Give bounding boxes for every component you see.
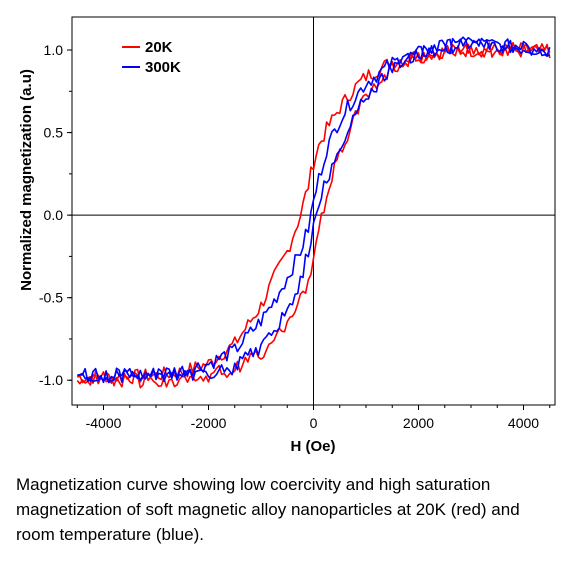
magnetization-chart: -4000 -2000 0 2000 4000 -1.0 -0.5 0.0 0.5 1.0 20… <box>18 16 556 455</box>
series-300k-branch-descending <box>77 36 551 384</box>
x-tick-label: -2000 <box>191 415 227 431</box>
y-tick-label: -1.0 <box>39 372 63 388</box>
y-axis-label: Normalized magnetization (a.u) <box>18 69 35 291</box>
y-tick-label: 0.5 <box>44 125 64 141</box>
legend-label-20k: 20K <box>145 39 173 56</box>
series-300k-branch-ascending <box>77 36 551 383</box>
y-tick-label: 0.0 <box>44 207 64 223</box>
x-tick-label: -4000 <box>86 415 122 431</box>
x-tick-label: 4000 <box>508 415 539 431</box>
zero-axis-lines <box>72 17 555 405</box>
x-tick-label: 2000 <box>403 415 434 431</box>
y-tick-label: 1.0 <box>44 42 64 58</box>
x-axis-ticks: -4000 -2000 0 2000 4000 <box>76 405 551 431</box>
figure-caption: Magnetization curve showing low coercivi… <box>16 475 520 544</box>
legend: 20K 300K <box>122 39 181 76</box>
series-20k-branch-ascending <box>76 42 551 385</box>
series-layer <box>76 36 551 389</box>
x-tick-label: 0 <box>310 415 318 431</box>
x-axis-label: H (Oe) <box>291 438 336 455</box>
y-tick-label: -0.5 <box>39 290 63 306</box>
legend-label-300k: 300K <box>145 59 181 76</box>
y-axis-ticks: -1.0 -0.5 0.0 0.5 1.0 <box>39 42 72 388</box>
